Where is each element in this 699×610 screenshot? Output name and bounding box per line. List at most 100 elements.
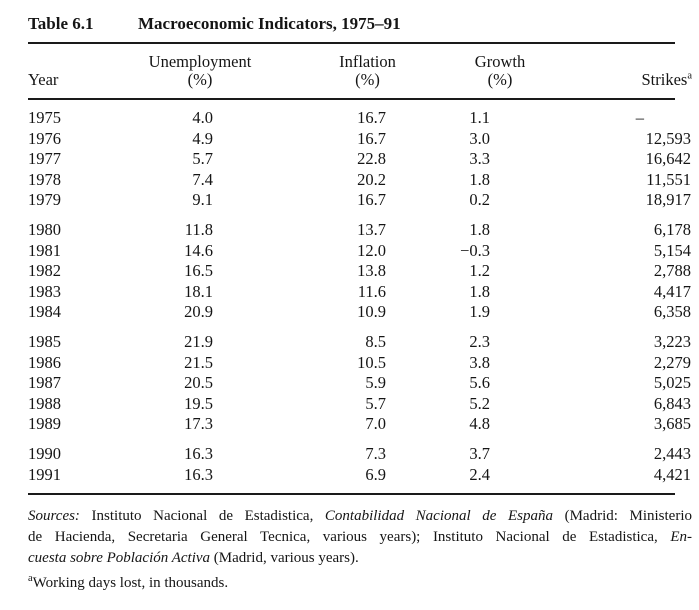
cell-growth: 3.3 <box>469 149 490 169</box>
cell-strikes: 11,551 <box>646 169 691 189</box>
sources-line-3: cuesta sobre Población Activa (Madrid, v… <box>28 548 692 569</box>
cell-inflation: 8.5 <box>365 331 386 351</box>
cell-growth: 1.8 <box>469 219 490 239</box>
table-row: 1987 20.5 5.9 5.6 5,025 <box>28 373 692 394</box>
sources-text: Instituto Nacional de Estadistica, <box>79 508 325 525</box>
cell-growth: 5.2 <box>469 393 490 413</box>
cell-year: 1980 <box>28 219 61 239</box>
cell-year: 1987 <box>28 373 61 393</box>
cell-growth: 3.0 <box>469 128 490 148</box>
cell-unemployment: 17.3 <box>184 414 213 434</box>
cell-unemployment: 16.3 <box>184 464 213 484</box>
table-row: 1984 20.9 10.9 1.9 6,358 <box>28 302 692 323</box>
unit-label-unemployment: (%) <box>187 69 213 89</box>
cell-growth: 1.8 <box>469 169 490 189</box>
cell-strikes: 2,443 <box>653 443 691 463</box>
document-page: Table 6.1 Macroeconomic Indicators, 1975… <box>0 14 699 610</box>
header-rule <box>28 98 675 100</box>
cell-unemployment: 9.1 <box>192 190 213 210</box>
cell-inflation: 13.7 <box>357 219 386 239</box>
footnote-marker-superscript: a <box>687 70 692 81</box>
unit-label-inflation: (%) <box>355 69 380 89</box>
cell-growth: 4.8 <box>469 414 490 434</box>
cell-inflation: 13.8 <box>357 261 386 281</box>
table-row: 1981 14.6 12.0 −0.3 5,154 <box>28 241 692 262</box>
sources-text: de Hacienda, Secretaria General Tecnica,… <box>28 529 671 546</box>
cited-work-title: Contabilidad Nacional de España <box>324 508 553 525</box>
cell-unemployment: 14.6 <box>184 240 213 260</box>
cell-unemployment: 16.3 <box>184 443 213 463</box>
cell-inflation: 16.7 <box>357 128 386 148</box>
row-group-gap <box>28 435 692 444</box>
table-row: 1985 21.9 8.5 2.3 3,223 <box>28 332 692 353</box>
cell-year: 1975 <box>28 108 61 127</box>
cell-year: 1991 <box>28 464 61 484</box>
column-header-table: Unemployment Inflation Growth Year (%) (… <box>28 53 692 88</box>
cell-strikes: 3,685 <box>653 414 691 434</box>
cell-strikes: 18,917 <box>645 190 691 210</box>
cell-inflation: 12.0 <box>357 240 386 260</box>
sources-label: Sources: <box>28 508 80 525</box>
cell-inflation: 16.7 <box>357 108 386 127</box>
cell-year: 1976 <box>28 128 61 148</box>
cell-year: 1977 <box>28 149 61 169</box>
table-label: Table 6.1 <box>28 14 94 33</box>
sources-text: (Madrid: Ministerio <box>553 508 692 525</box>
top-rule <box>28 42 675 44</box>
cell-inflation: 20.2 <box>357 169 386 189</box>
row-group-gap <box>28 211 692 220</box>
cell-growth: 0.2 <box>469 190 490 210</box>
cell-unemployment: 4.0 <box>192 108 213 127</box>
cell-inflation: 10.5 <box>357 352 386 372</box>
cell-inflation: 7.0 <box>365 414 386 434</box>
cell-year: 1986 <box>28 352 61 372</box>
footnote: aWorking days lost, in thousands. <box>28 573 699 593</box>
cell-growth: −0.3 <box>460 240 490 260</box>
cell-growth: 5.6 <box>469 373 490 393</box>
column-header-strikes: Strikesa <box>545 70 692 89</box>
header-spacer <box>28 53 120 71</box>
cell-inflation: 10.9 <box>357 302 386 322</box>
table-row: 1983 18.1 11.6 1.8 4,417 <box>28 282 692 303</box>
unit-label-growth: (%) <box>487 69 513 89</box>
cell-year: 1978 <box>28 169 61 189</box>
sources-text: (Madrid, various years). <box>210 550 359 567</box>
cited-work-title: cuesta sobre Población Activa <box>28 550 211 567</box>
table-row: 1977 5.7 22.8 3.3 16,642 <box>28 149 692 170</box>
cell-growth: 2.4 <box>469 464 490 484</box>
cell-growth: 2.3 <box>469 331 490 351</box>
header-spacer <box>545 53 692 71</box>
cell-growth: 1.9 <box>469 302 490 322</box>
cited-work-title: En- <box>670 529 692 546</box>
cell-inflation: 7.3 <box>365 443 386 463</box>
table-row: 1978 7.4 20.2 1.8 11,551 <box>28 170 692 191</box>
column-header-inflation: Inflation <box>339 52 396 71</box>
cell-growth: 1.8 <box>469 281 490 301</box>
cell-unemployment: 20.9 <box>184 302 213 322</box>
cell-inflation: 16.7 <box>357 190 386 210</box>
column-header-year: Year <box>28 69 59 89</box>
cell-strikes: 16,642 <box>645 149 691 169</box>
cell-strikes: 12,593 <box>645 128 691 148</box>
cell-unemployment: 11.8 <box>184 219 213 239</box>
cell-unemployment: 18.1 <box>184 281 213 301</box>
cell-strikes: 2,788 <box>653 261 691 281</box>
cell-strikes: 6,843 <box>653 393 691 413</box>
table-row: 1982 16.5 13.8 1.2 2,788 <box>28 261 692 282</box>
cell-inflation: 5.7 <box>365 393 386 413</box>
table-row: 1975 4.0 16.7 1.1 – <box>28 108 692 129</box>
table-row: 1986 21.5 10.5 3.8 2,279 <box>28 353 692 374</box>
table-row: 1979 9.1 16.7 0.2 18,917 <box>28 190 692 211</box>
footnote-text: Working days lost, in thousands. <box>32 575 229 592</box>
header-row-2: Year (%) (%) (%) Strikesa <box>28 69 692 89</box>
table-row: 1988 19.5 5.7 5.2 6,843 <box>28 394 692 415</box>
cell-growth: 1.2 <box>469 261 490 281</box>
cell-unemployment: 19.5 <box>184 393 213 413</box>
cell-year: 1990 <box>28 443 61 463</box>
cell-strikes: 4,421 <box>653 464 691 484</box>
cell-growth: 1.1 <box>469 108 490 127</box>
cell-inflation: 22.8 <box>357 149 386 169</box>
cell-unemployment: 4.9 <box>192 128 213 148</box>
cell-unemployment: 7.4 <box>192 169 213 189</box>
cell-inflation: 11.6 <box>357 281 386 301</box>
